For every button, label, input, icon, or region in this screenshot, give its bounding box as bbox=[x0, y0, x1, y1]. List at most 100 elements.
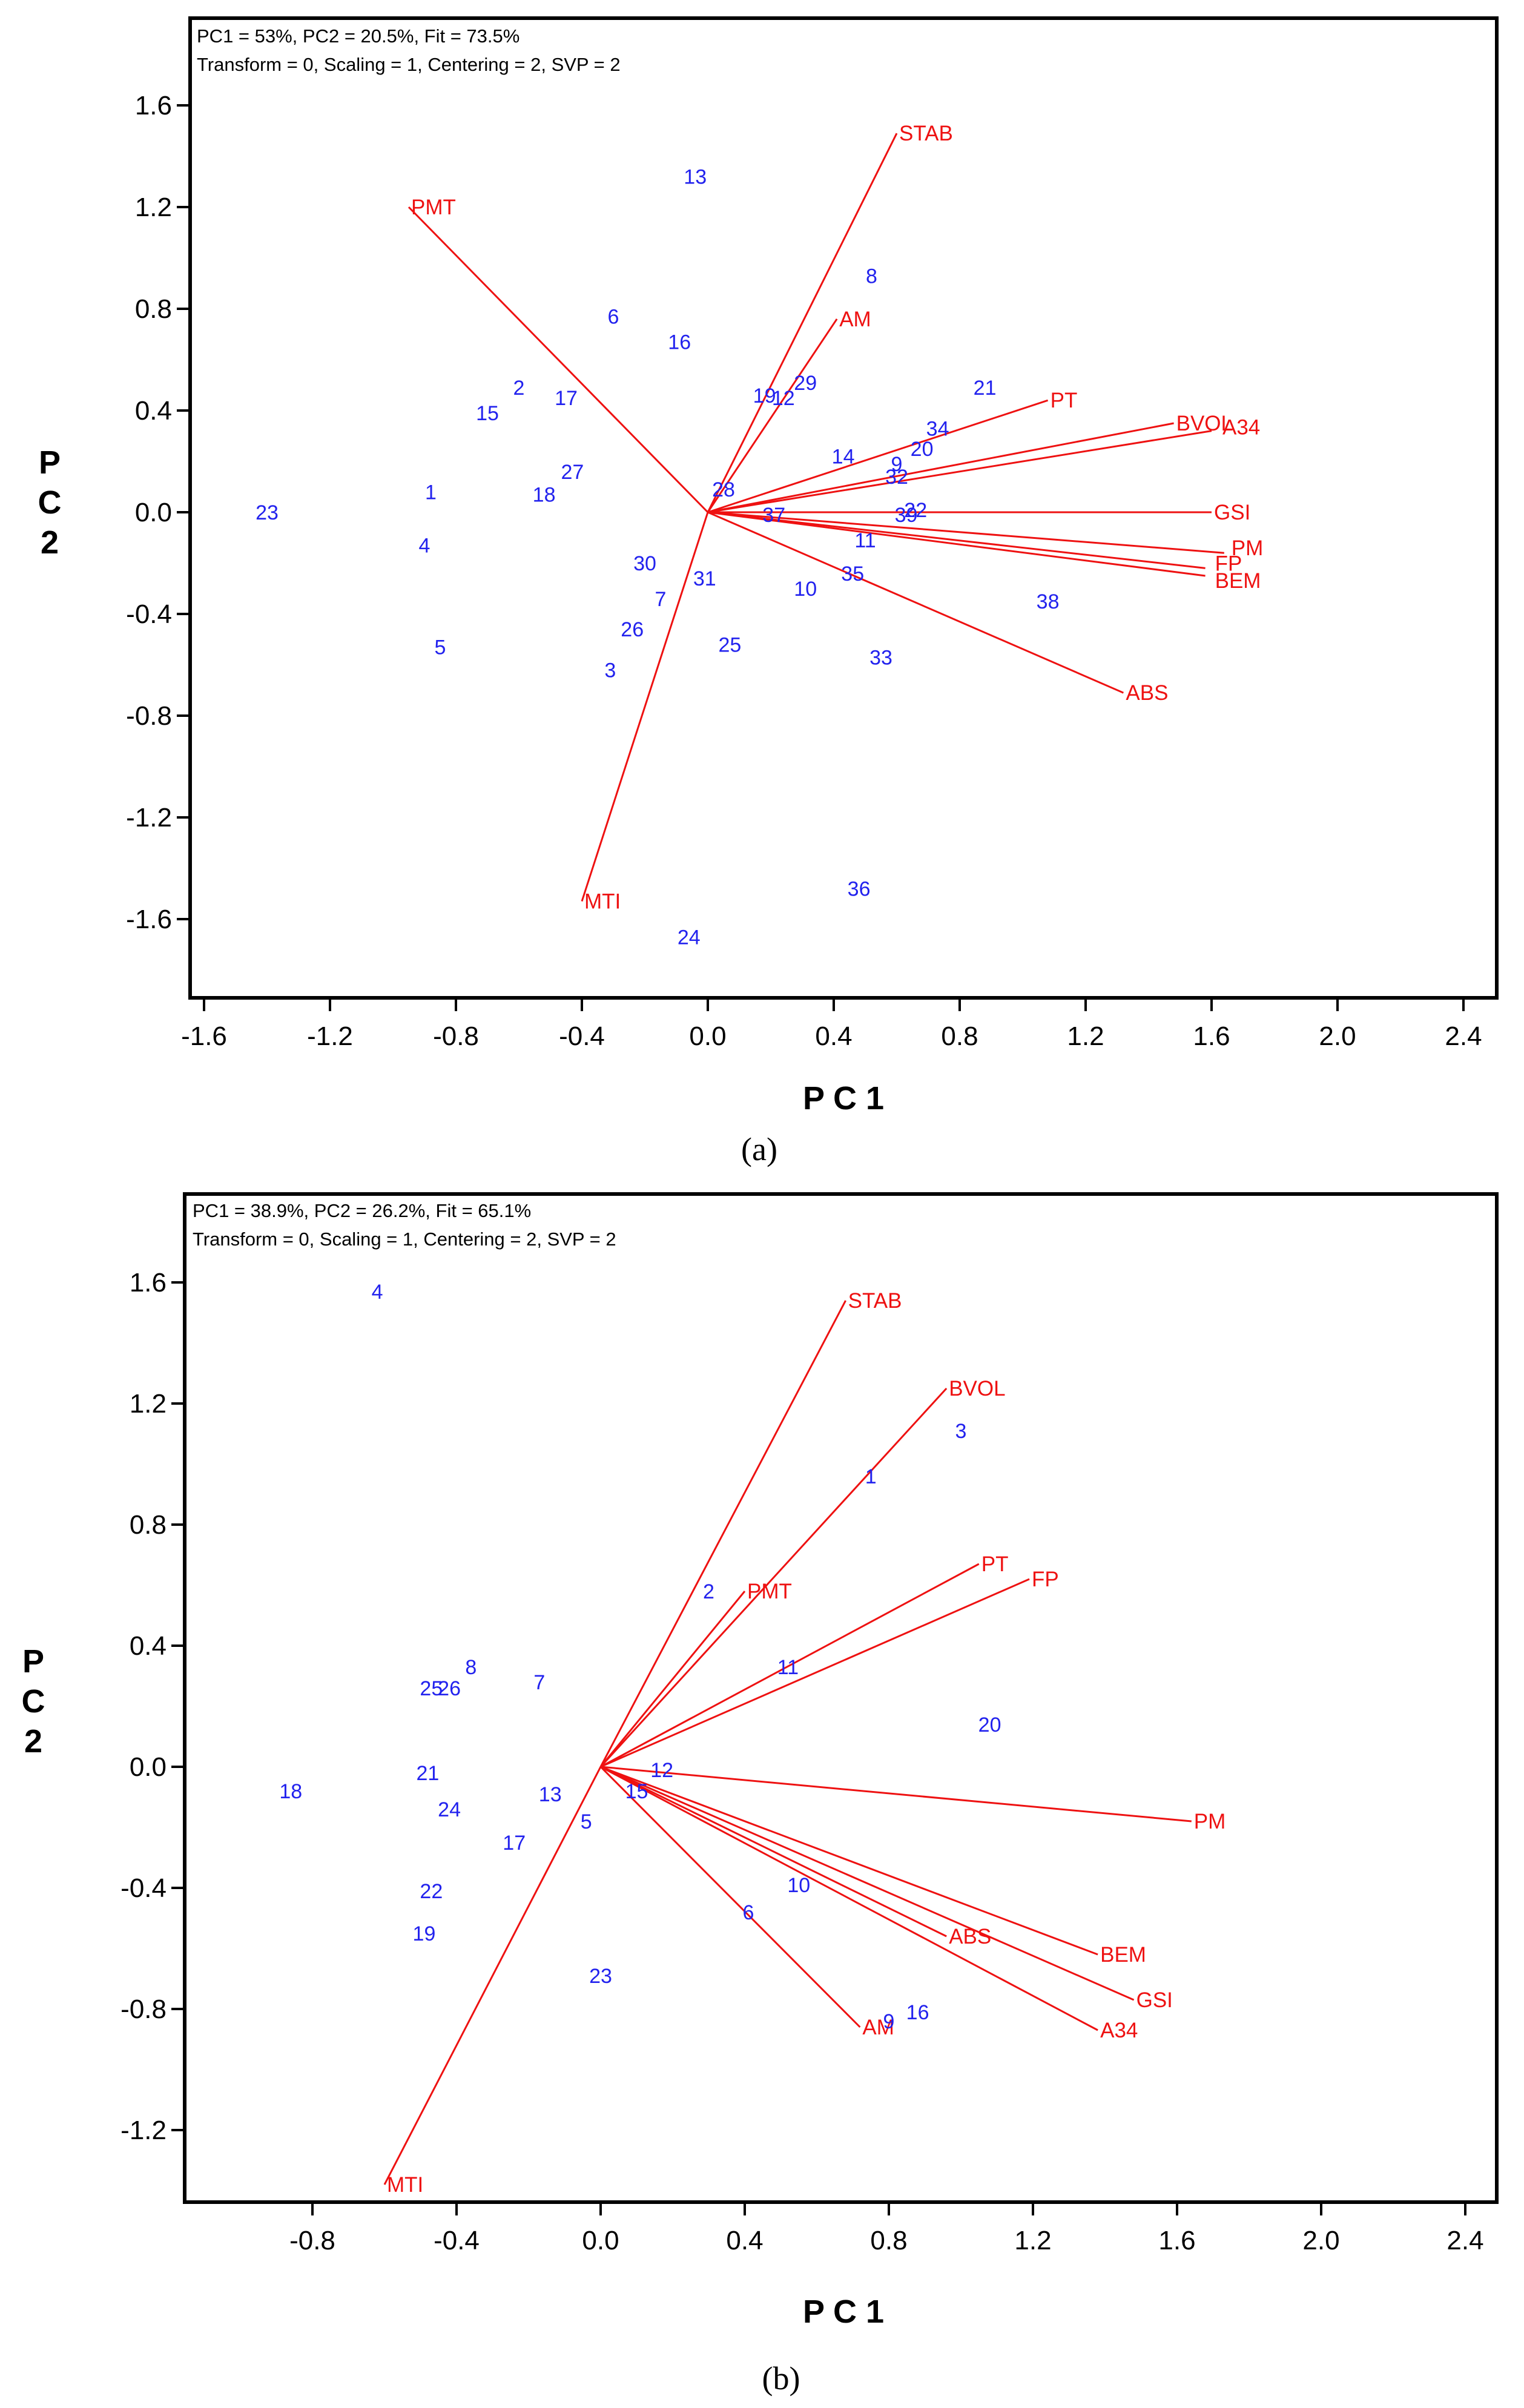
trait-label-bem: BEM bbox=[1215, 569, 1261, 593]
entry-point-19: 19 bbox=[413, 1922, 436, 1945]
header-stats-b: PC1 = 38.9%, PC2 = 26.2%, Fit = 65.1% bbox=[193, 1200, 531, 1221]
trait-vector-bem bbox=[600, 1766, 1098, 1956]
plot-frame-a bbox=[188, 16, 1499, 1000]
trait-vector-pmt bbox=[407, 206, 709, 513]
entry-point-20: 20 bbox=[978, 1714, 1001, 1737]
entry-point-2: 2 bbox=[703, 1580, 714, 1603]
trait-label-stab: STAB bbox=[848, 1289, 902, 1313]
trait-vector-bvol bbox=[599, 1387, 948, 1768]
x-tick-label: -1.6 bbox=[181, 1021, 227, 1051]
trait-vector-pt bbox=[600, 1563, 980, 1768]
entry-point-19: 19 bbox=[753, 384, 776, 407]
entry-point-25: 25 bbox=[718, 633, 741, 656]
entry-point-18: 18 bbox=[279, 1780, 302, 1803]
x-tick-label: 1.2 bbox=[1067, 1021, 1104, 1051]
y-tick-label: 0.8 bbox=[135, 294, 172, 324]
entry-point-33: 33 bbox=[869, 646, 892, 669]
x-tick-label: 2.4 bbox=[1445, 1021, 1482, 1051]
x-axis-label-b: P C 1 bbox=[803, 2294, 884, 2330]
y-tick-label: 0.4 bbox=[135, 396, 172, 426]
y-axis-label-b-c: C bbox=[22, 1683, 45, 1720]
x-tick-label: 0.4 bbox=[815, 1021, 852, 1051]
trait-label-stab: STAB bbox=[899, 122, 953, 145]
entry-point-16: 16 bbox=[668, 331, 691, 354]
trait-label-gsi: GSI bbox=[1214, 501, 1250, 524]
entry-point-9: 9 bbox=[891, 453, 903, 476]
y-tick-label: -0.4 bbox=[120, 1873, 167, 1903]
trait-label-am: AM bbox=[862, 2016, 894, 2039]
trait-vector-mti bbox=[581, 512, 709, 902]
y-axis-label-b-2: 2 bbox=[24, 1723, 42, 1760]
x-tick-label: -1.2 bbox=[307, 1021, 353, 1051]
y-tick-label: -1.6 bbox=[126, 905, 172, 934]
trait-vector-pt bbox=[707, 399, 1049, 513]
entry-point-22: 22 bbox=[420, 1880, 443, 1903]
trait-label-a34: A34 bbox=[1222, 416, 1260, 440]
axis-ticks-b: -0.8 -0.4 0.0 0.4 0.8 1.2 1.6 2.0 2.4 1.6 1.2 0.8 0.… bbox=[120, 1268, 1483, 2255]
x-tick-label: -0.4 bbox=[434, 2226, 480, 2255]
entry-point-21: 21 bbox=[416, 1762, 439, 1785]
entry-point-21: 21 bbox=[974, 377, 997, 400]
entry-point-26: 26 bbox=[438, 1677, 461, 1700]
entry-point-27: 27 bbox=[561, 461, 584, 484]
trait-vector-stab bbox=[599, 1300, 846, 1767]
plot-frame-b bbox=[183, 1192, 1499, 2204]
entry-point-25: 25 bbox=[420, 1677, 443, 1700]
axis-ticks-a: -1.6 -1.2 -0.8 -0.4 0.0 0.4 0.8 1.2 1.6 2.0 2.4 1.6… bbox=[126, 91, 1482, 1051]
entry-point-37: 37 bbox=[762, 504, 785, 527]
trait-label-a34: A34 bbox=[1100, 2019, 1138, 2042]
y-axis-label-a-p: P bbox=[39, 444, 61, 481]
biplot-panel-b: PC1 = 38.9%, PC2 = 26.2%, Fit = 65.1% Tr… bbox=[22, 1192, 1499, 2396]
entry-point-9: 9 bbox=[883, 2010, 895, 2033]
panel-label-b: (b) bbox=[762, 2360, 800, 2396]
x-tick-label: 2.0 bbox=[1319, 1021, 1356, 1051]
entry-point-8: 8 bbox=[866, 265, 877, 288]
y-axis-label-a-c: C bbox=[38, 484, 62, 521]
y-tick-label: -0.8 bbox=[126, 701, 172, 731]
entry-point-17: 17 bbox=[555, 387, 578, 410]
entry-point-20: 20 bbox=[911, 438, 934, 461]
entry-point-4: 4 bbox=[372, 1281, 383, 1304]
x-tick-label: 0.8 bbox=[941, 1021, 978, 1051]
trait-label-pt: PT bbox=[1051, 389, 1078, 412]
entry-point-18: 18 bbox=[533, 484, 556, 507]
y-axis-label-b-p: P bbox=[22, 1643, 44, 1680]
trait-label-bvol: BVOL bbox=[949, 1377, 1005, 1400]
entry-point-14: 14 bbox=[832, 446, 855, 469]
entry-point-13: 13 bbox=[684, 166, 707, 189]
x-tick-label: 0.0 bbox=[582, 2226, 619, 2255]
entry-point-11: 11 bbox=[777, 1656, 799, 1679]
x-tick-label: 0.0 bbox=[689, 1021, 726, 1051]
y-tick-label: 0.0 bbox=[130, 1752, 167, 1782]
entry-point-24: 24 bbox=[678, 926, 701, 949]
biplot-panel-a: PC1 = 53%, PC2 = 20.5%, Fit = 73.5% Tran… bbox=[38, 16, 1499, 1167]
trait-vector-a34 bbox=[707, 430, 1212, 513]
entry-point-11: 11 bbox=[854, 529, 876, 552]
header-params-a: Transform = 0, Scaling = 1, Centering = … bbox=[197, 54, 621, 75]
trait-label-pmt: PMT bbox=[411, 196, 456, 219]
entry-points-a: 1234567891011121314151617181920212223242… bbox=[256, 166, 1059, 949]
x-tick-label: 0.8 bbox=[870, 2226, 907, 2255]
entry-point-6: 6 bbox=[742, 1901, 754, 1924]
trait-vector-mti bbox=[383, 1766, 602, 2185]
entry-point-2: 2 bbox=[513, 377, 525, 400]
entry-point-7: 7 bbox=[655, 588, 667, 611]
entry-point-26: 26 bbox=[621, 618, 644, 641]
x-tick-label: -0.8 bbox=[433, 1021, 479, 1051]
trait-vector-bvol bbox=[707, 422, 1174, 513]
entry-point-30: 30 bbox=[633, 552, 656, 575]
entry-point-24: 24 bbox=[438, 1798, 461, 1821]
trait-vector-fp bbox=[600, 1578, 1030, 1768]
trait-vector-abs bbox=[600, 1766, 947, 1938]
trait-vector-gsi bbox=[600, 1766, 1135, 2001]
y-tick-label: -0.4 bbox=[126, 599, 172, 629]
y-tick-label: 1.6 bbox=[135, 91, 172, 120]
entry-point-3: 3 bbox=[604, 659, 616, 682]
entry-point-17: 17 bbox=[503, 1832, 526, 1855]
y-axis-label-a: P C 2 bbox=[38, 444, 62, 561]
trait-label-mti: MTI bbox=[387, 2173, 423, 2197]
y-tick-label: 0.8 bbox=[130, 1510, 167, 1540]
